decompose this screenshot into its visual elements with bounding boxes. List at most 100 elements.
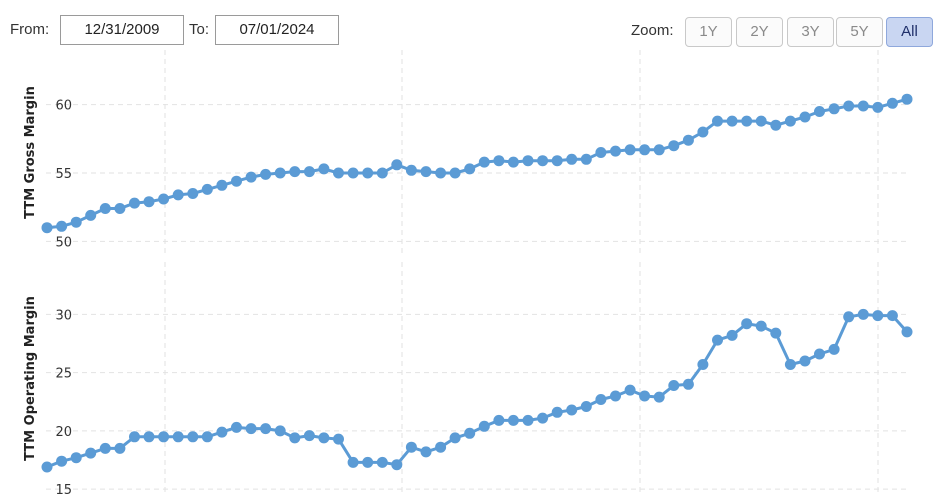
data-point	[216, 426, 228, 438]
y-tick-label: 55	[55, 167, 72, 182]
data-point	[668, 380, 680, 391]
data-point	[376, 456, 388, 468]
y-tick-label: 20	[55, 425, 72, 440]
data-point	[405, 441, 417, 453]
data-point	[697, 126, 709, 138]
data-point	[872, 310, 884, 322]
data-point	[274, 167, 286, 179]
data-point	[784, 115, 796, 127]
data-point	[668, 140, 680, 152]
data-point	[901, 93, 913, 105]
data-point	[624, 384, 636, 396]
data-point	[755, 115, 767, 127]
data-point	[872, 101, 884, 113]
data-point	[347, 167, 359, 179]
data-point	[551, 406, 563, 418]
data-point	[726, 115, 738, 127]
data-point	[697, 359, 709, 370]
data-point	[522, 155, 534, 167]
data-point	[245, 423, 257, 435]
data-point	[857, 100, 869, 112]
data-point	[712, 334, 723, 346]
data-point	[814, 348, 825, 360]
data-point	[507, 414, 519, 426]
to-date-input[interactable]: 07/01/2024	[215, 15, 339, 45]
data-point	[755, 320, 767, 332]
data-point	[85, 209, 97, 221]
data-point	[682, 134, 694, 146]
data-point	[493, 414, 505, 426]
data-point	[70, 216, 82, 228]
data-point	[274, 425, 286, 437]
data-point	[420, 446, 432, 458]
data-point	[653, 144, 665, 156]
data-point	[610, 390, 621, 402]
y-axis-label: TTM Operating Margin	[23, 296, 38, 461]
data-point	[653, 391, 665, 403]
data-point	[362, 456, 374, 468]
data-point	[158, 431, 170, 443]
y-tick-label: 60	[55, 99, 72, 114]
data-point	[114, 442, 126, 454]
data-point	[289, 432, 301, 444]
data-point	[770, 119, 782, 131]
data-point	[391, 459, 403, 471]
y-tick-label: 30	[55, 308, 72, 323]
zoom-2y-button[interactable]: 2Y	[736, 17, 783, 47]
data-point	[595, 147, 607, 158]
data-point	[231, 421, 242, 433]
data-point	[318, 432, 330, 444]
data-point	[843, 311, 855, 323]
data-point	[537, 155, 549, 167]
data-point	[435, 167, 447, 179]
from-date-input[interactable]: 12/31/2009	[60, 15, 184, 45]
margin-charts: 50 55 60 TTM Gross Margin 15 20 25 30 TTM Operat…	[23, 50, 913, 495]
y-tick-label: 15	[55, 483, 72, 495]
toolbar: From: 12/31/2009 To: 07/01/2024 Zoom: 1Y…	[0, 0, 940, 50]
panel-operating-margin: 15 20 25 30 TTM Operating Margin	[23, 262, 913, 495]
data-point	[158, 193, 170, 205]
data-point	[347, 456, 359, 468]
data-point	[99, 442, 111, 454]
zoom-5y-button[interactable]: 5Y	[836, 17, 883, 47]
data-point	[376, 167, 388, 179]
data-point	[624, 144, 636, 156]
data-point	[172, 189, 184, 201]
data-point	[85, 447, 97, 459]
y-tick-label: 50	[55, 235, 72, 250]
data-point	[318, 163, 330, 175]
data-point	[201, 183, 213, 195]
data-point	[682, 378, 694, 390]
data-point	[493, 155, 505, 167]
data-point	[814, 106, 825, 117]
data-point	[464, 163, 476, 175]
data-point	[639, 390, 651, 402]
zoom-all-button[interactable]: All	[886, 17, 933, 47]
data-point	[187, 431, 199, 443]
data-point	[391, 159, 403, 171]
data-point	[289, 166, 301, 178]
data-point	[449, 432, 461, 444]
data-point	[551, 155, 563, 167]
zoom-label: Zoom:	[631, 22, 674, 39]
data-point	[610, 145, 621, 157]
data-point	[464, 427, 476, 439]
data-point	[216, 179, 228, 191]
data-point	[245, 171, 257, 183]
data-point	[507, 156, 519, 168]
y-tick-label: 25	[55, 367, 72, 382]
data-point	[143, 196, 155, 208]
data-point	[639, 144, 651, 156]
data-point	[231, 175, 242, 187]
data-point	[56, 455, 68, 467]
data-point	[70, 452, 82, 464]
data-point	[857, 308, 869, 320]
data-point	[537, 412, 549, 424]
data-point	[784, 359, 796, 370]
data-point	[595, 394, 607, 405]
zoom-3y-button[interactable]: 3Y	[787, 17, 834, 47]
data-point	[56, 220, 68, 232]
zoom-1y-button[interactable]: 1Y	[685, 17, 732, 47]
data-point	[741, 318, 753, 330]
data-point	[478, 420, 490, 432]
